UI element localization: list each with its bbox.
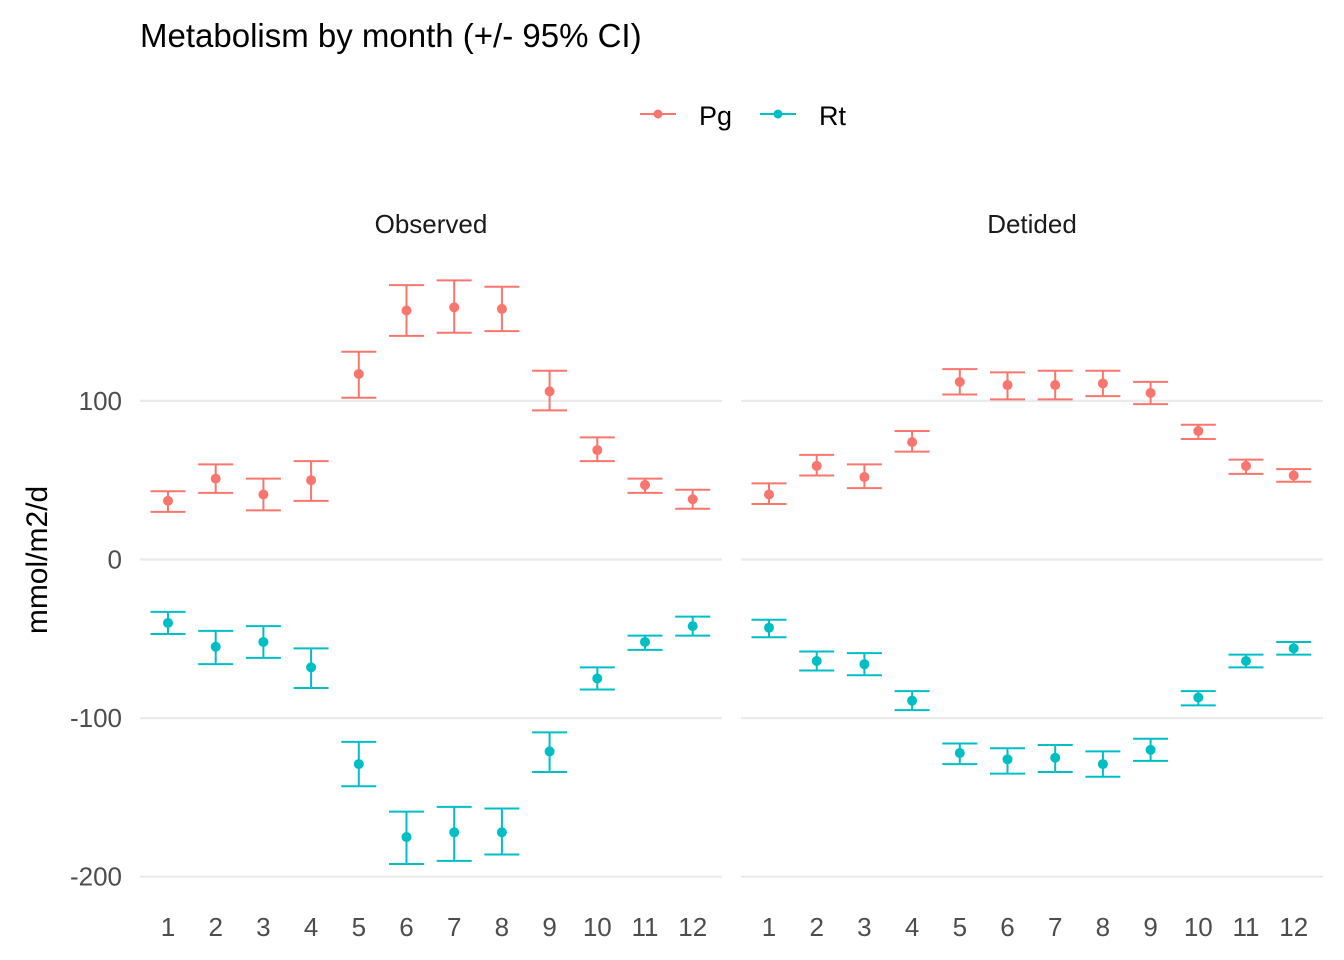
x-tick-label: 2 <box>208 912 222 942</box>
data-point-pg <box>1097 378 1108 389</box>
x-tick-label: 11 <box>1233 912 1260 942</box>
x-tick-label: 6 <box>399 912 413 942</box>
panel-observed-marks <box>150 279 711 866</box>
data-point-pg <box>353 368 364 379</box>
data-point-rt <box>859 659 870 670</box>
data-point-pg <box>687 494 698 505</box>
x-tick-label: 11 <box>632 912 659 942</box>
x-tick-label: 6 <box>1000 912 1014 942</box>
data-point-pg <box>859 472 870 483</box>
data-point-pg <box>640 479 650 490</box>
data-point-rt <box>1050 752 1061 763</box>
x-tick-label: 4 <box>304 912 318 942</box>
data-point-rt <box>1145 744 1156 755</box>
legend-rt-label: Rt <box>819 101 846 131</box>
y-tick-label: 0 <box>108 545 122 575</box>
data-point-rt <box>1097 759 1108 770</box>
panel-detided-x-axis: 1 2 3 4 5 6 7 8 9 10 11 12 <box>762 912 1308 942</box>
legend: Pg Rt <box>640 101 846 131</box>
data-point-rt <box>544 746 555 757</box>
panel-title-observed: Observed <box>375 209 488 239</box>
data-point-pg <box>954 376 965 387</box>
data-point-pg <box>306 475 317 486</box>
data-point-pg <box>764 489 774 500</box>
x-tick-label: 1 <box>762 912 776 942</box>
data-point-pg <box>1288 470 1299 481</box>
data-point-pg <box>258 489 269 500</box>
panel-observed: Observed 1 2 3 4 5 6 7 8 9 10 11 12 <box>140 209 722 942</box>
data-point-rt <box>258 636 269 647</box>
chart-title: Metabolism by month (+/- 95% CI) <box>140 17 642 54</box>
x-tick-label: 12 <box>678 912 707 942</box>
panel-title-detided: Detided <box>987 209 1077 239</box>
data-point-pg <box>449 302 460 313</box>
x-tick-label: 8 <box>495 912 509 942</box>
data-point-rt <box>640 636 650 647</box>
data-point-rt <box>1002 754 1013 765</box>
x-tick-label: 12 <box>1279 912 1308 942</box>
data-point-pg <box>163 495 173 506</box>
x-tick-label: 9 <box>1143 912 1157 942</box>
panel-detided-marks <box>751 368 1312 778</box>
data-point-rt <box>764 622 774 633</box>
data-point-pg <box>1241 460 1251 471</box>
legend-pg-label: Pg <box>699 101 732 131</box>
data-point-rt <box>449 827 460 838</box>
x-tick-label: 3 <box>857 912 871 942</box>
data-point-pg <box>1002 380 1013 391</box>
data-point-pg <box>401 305 412 316</box>
data-point-pg <box>907 437 918 448</box>
data-point-rt <box>954 747 965 758</box>
x-tick-label: 7 <box>1048 912 1062 942</box>
data-point-pg <box>1193 426 1204 437</box>
data-point-pg <box>1050 380 1061 391</box>
data-point-pg <box>811 460 822 471</box>
data-point-pg <box>496 303 507 314</box>
legend-rt-point <box>773 109 783 119</box>
y-tick-label: -200 <box>70 862 122 892</box>
data-point-rt <box>496 827 507 838</box>
data-point-rt <box>1193 692 1204 703</box>
data-point-rt <box>687 621 698 632</box>
x-tick-label: 5 <box>953 912 967 942</box>
data-point-rt <box>1241 656 1251 667</box>
x-tick-label: 2 <box>809 912 823 942</box>
data-point-rt <box>907 695 918 706</box>
panel-observed-x-axis: 1 2 3 4 5 6 7 8 9 10 11 12 <box>161 912 707 942</box>
panel-detided-grid <box>741 399 1323 878</box>
data-point-rt <box>592 673 603 684</box>
y-axis-label: mmol/m2/d <box>21 486 54 634</box>
data-point-pg <box>210 473 221 484</box>
panel-observed-grid <box>140 399 722 878</box>
x-tick-label: 4 <box>905 912 919 942</box>
data-point-rt <box>401 832 412 843</box>
x-tick-label: 9 <box>542 912 556 942</box>
x-tick-label: 3 <box>256 912 270 942</box>
x-tick-label: 10 <box>583 912 612 942</box>
x-tick-label: 8 <box>1096 912 1110 942</box>
y-tick-label: -100 <box>70 703 122 733</box>
data-point-pg <box>1145 387 1156 398</box>
data-point-pg <box>544 386 555 397</box>
legend-pg-point <box>653 109 663 119</box>
data-point-rt <box>163 617 173 628</box>
y-axis: 100 0 -100 -200 <box>70 386 122 892</box>
data-point-rt <box>210 641 221 652</box>
data-point-pg <box>592 445 603 456</box>
x-tick-label: 7 <box>447 912 461 942</box>
data-point-rt <box>353 759 364 770</box>
x-tick-label: 10 <box>1184 912 1213 942</box>
x-tick-label: 1 <box>161 912 175 942</box>
panel-detided: Detided 1 2 3 4 5 6 7 8 9 10 11 12 <box>741 209 1323 942</box>
x-tick-label: 5 <box>352 912 366 942</box>
y-tick-label: 100 <box>79 386 122 416</box>
data-point-rt <box>1288 643 1299 654</box>
data-point-rt <box>306 662 317 673</box>
data-point-rt <box>811 656 822 667</box>
